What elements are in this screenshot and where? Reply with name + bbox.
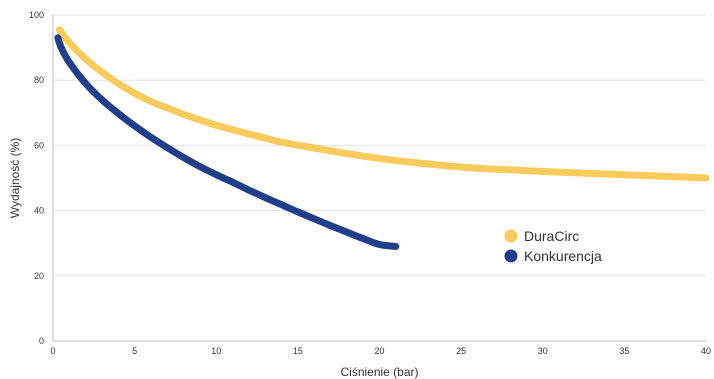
y-tick-label: 100 — [29, 10, 44, 20]
x-tick-label: 25 — [456, 346, 466, 356]
series-line-duracirc — [56, 26, 710, 182]
x-tick-label: 20 — [374, 346, 384, 356]
x-tick-label: 5 — [132, 346, 137, 356]
x-tick-label: 0 — [50, 346, 55, 356]
y-tick-label: 20 — [34, 271, 44, 281]
y-tick-label: 80 — [34, 75, 44, 85]
series-lines — [54, 26, 710, 250]
series-line-konkurencja — [54, 34, 400, 250]
axes: 0 20 40 60 80 100 0 5 10 15 20 25 30 35 40 — [29, 10, 711, 356]
legend: DuraCirc Konkurencja — [504, 228, 602, 264]
x-tick-label: 30 — [538, 346, 548, 356]
x-tick-label: 10 — [211, 346, 221, 356]
x-axis-title: Ciśnienie (bar) — [340, 365, 418, 379]
x-tick-label: 15 — [293, 346, 303, 356]
y-tick-label: 60 — [34, 140, 44, 150]
legend-marker-konkurencja — [504, 249, 518, 263]
grid — [53, 14, 706, 277]
x-tick-label: 40 — [701, 346, 711, 356]
y-axis-title: Wydajność (%) — [8, 138, 22, 219]
legend-label-konkurencja: Konkurencja — [524, 248, 602, 264]
legend-label-duracirc: DuraCirc — [524, 228, 579, 244]
legend-marker-duracirc — [504, 229, 518, 243]
y-tick-label: 0 — [39, 336, 44, 346]
x-tick-label: 35 — [619, 346, 629, 356]
y-tick-label: 40 — [34, 206, 44, 216]
